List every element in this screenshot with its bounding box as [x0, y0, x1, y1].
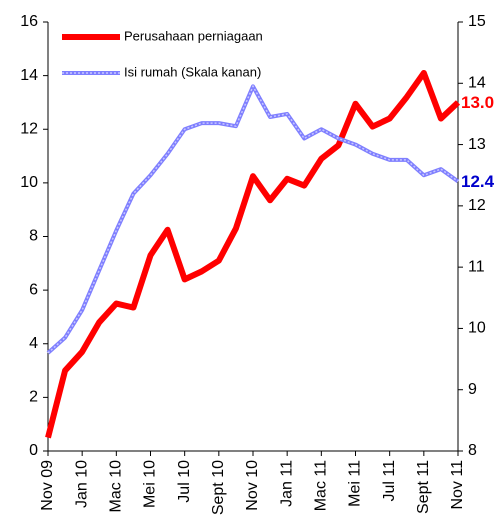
y-tick-label: 0 — [29, 442, 38, 459]
y-tick-label: 10 — [20, 174, 38, 191]
x-tick-label: Sept 11 — [415, 460, 432, 514]
x-tick-label: Sept 10 — [210, 460, 227, 515]
x-tick-label: Jul 11 — [381, 460, 398, 502]
y-tick-label: 4 — [29, 335, 38, 352]
y-tick-label: 14 — [20, 67, 38, 84]
y-tick-label: 16 — [20, 13, 38, 30]
x-tick-label: Jan 11 — [278, 460, 295, 507]
x-tick-label: Nov 10 — [244, 460, 261, 511]
series-line — [45, 69, 461, 439]
y-tick-label: 8 — [29, 228, 38, 245]
x-tick-label: Mei 11 — [347, 460, 364, 507]
y-tick-label: 2 — [29, 389, 38, 406]
legend-label: Perusahaan perniagaan — [124, 28, 263, 43]
y2-tick-label: 13 — [468, 136, 486, 153]
y2-tick-label: 12 — [468, 197, 486, 214]
x-tick-label: Mac 10 — [108, 460, 125, 513]
value-label-bg — [460, 92, 500, 113]
y2-tick-label: 10 — [468, 320, 486, 337]
y2-tick-label: 8 — [468, 442, 477, 459]
value-label-bg — [460, 171, 500, 192]
value-label: 12.4 — [461, 172, 495, 191]
y2-tick-label: 9 — [468, 381, 477, 398]
y2-tick-label: 15 — [468, 13, 486, 30]
x-tick-label: Jul 10 — [176, 460, 193, 503]
x-tick-label: Nov 09 — [39, 460, 56, 511]
y-tick-label: 6 — [29, 281, 38, 298]
x-tick-label: Mei 10 — [142, 460, 159, 508]
legend-label: Isi rumah (Skala kanan) — [124, 64, 261, 79]
x-tick-label: Nov 11 — [449, 460, 466, 510]
y-tick-label: 12 — [20, 120, 38, 137]
x-tick-label: Jan 10 — [73, 460, 90, 508]
value-label: 13.0 — [461, 93, 494, 112]
y2-tick-label: 14 — [468, 75, 486, 92]
x-tick-label: Mac 11 — [313, 460, 330, 511]
series-line-hatch — [47, 84, 459, 354]
y2-tick-label: 11 — [468, 258, 485, 275]
